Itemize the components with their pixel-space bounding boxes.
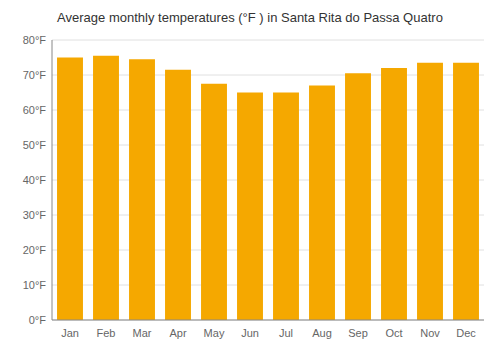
bar <box>237 93 263 321</box>
grid-line <box>52 40 484 41</box>
y-tick-label: 0°F <box>29 314 47 326</box>
x-tick-label: May <box>204 327 225 339</box>
y-axis-line <box>52 40 53 320</box>
y-tick-label: 80°F <box>23 34 47 46</box>
y-tick-label: 40°F <box>23 174 47 186</box>
bar <box>165 70 191 320</box>
x-tick-label: Jan <box>61 327 79 339</box>
y-tick-label: 20°F <box>23 244 47 256</box>
x-axis-line <box>52 320 484 321</box>
y-tick-label: 70°F <box>23 69 47 81</box>
y-tick-label: 30°F <box>23 209 47 221</box>
x-tick-label: Jun <box>241 327 259 339</box>
bar <box>93 56 119 320</box>
x-tick-label: Sep <box>348 327 368 339</box>
y-tick-label: 60°F <box>23 104 47 116</box>
bar <box>129 59 155 320</box>
x-tick-label: Jul <box>279 327 293 339</box>
bars <box>57 56 479 320</box>
y-tick-label: 50°F <box>23 139 47 151</box>
bar <box>57 58 83 321</box>
x-tick-label: Mar <box>133 327 152 339</box>
grid-line <box>52 320 484 321</box>
x-tick-label: Aug <box>312 327 332 339</box>
bar <box>417 63 443 320</box>
x-tick-label: Dec <box>456 327 476 339</box>
title: Average monthly temperatures (°F ) in Sa… <box>57 10 443 25</box>
y-axis: 0°F 10°F 20°F 30°F 40°F 50°F 60°F 70°F 80°F <box>23 34 47 326</box>
bar <box>345 73 371 320</box>
x-tick-label: Nov <box>420 327 440 339</box>
y-tick-label: 10°F <box>23 279 47 291</box>
x-tick-label: Oct <box>385 327 402 339</box>
x-tick-label: Apr <box>169 327 186 339</box>
bar <box>381 68 407 320</box>
chart: Average monthly temperatures (°F ) in Sa… <box>0 0 500 350</box>
bar <box>273 93 299 321</box>
grid <box>52 40 484 320</box>
bar <box>309 86 335 321</box>
bar <box>453 63 479 320</box>
chart-container: Average monthly temperatures (°F ) in Sa… <box>0 0 500 350</box>
x-tick-label: Feb <box>97 327 116 339</box>
x-axis: Jan Feb Mar Apr May Jun Jul Aug Sep Oct Nov Dec <box>61 327 476 339</box>
bar <box>201 84 227 320</box>
